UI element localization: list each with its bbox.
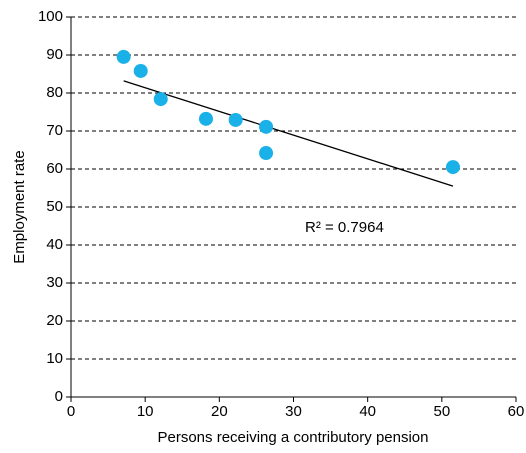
point [259,146,274,161]
annotation: R² = 0.7964 [305,219,384,236]
y-tick-label: 30 [46,274,63,291]
x-axis-label: Persons receiving a contributory pension [158,429,429,446]
y-tick-label: 10 [46,350,63,367]
x-tick-label: 10 [137,403,154,420]
y-tick-label: 80 [46,84,63,101]
x-tick-label: 20 [211,403,228,420]
point [259,119,274,134]
y-axis-label: Employment rate [11,150,28,263]
point [116,49,131,64]
y-tick-label: 70 [46,122,63,139]
x-tick-label: 50 [433,403,450,420]
y-tick-label: 0 [55,388,63,405]
x-tick-label: 60 [508,403,525,420]
point [228,112,243,127]
point [133,63,148,78]
trendline [123,80,454,187]
x-tick-label: 40 [359,403,376,420]
y-tick-label: 50 [46,198,63,215]
y-tick-label: 40 [46,236,63,253]
y-tick-label: 90 [46,46,63,63]
point [198,111,213,126]
point [153,92,168,107]
y-tick-label: 100 [38,8,63,25]
point [445,160,460,175]
x-tick-label: 30 [285,403,302,420]
x-tick-label: 0 [67,403,75,420]
y-tick-label: 20 [46,312,63,329]
y-tick-label: 60 [46,160,63,177]
